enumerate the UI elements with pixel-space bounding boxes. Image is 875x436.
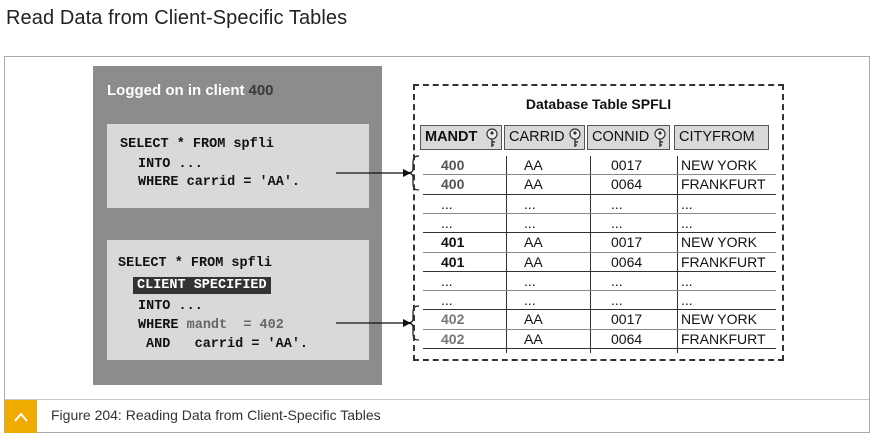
column-divider (677, 156, 678, 353)
table-cell-mandt: 402 (441, 330, 465, 347)
table-cell-cityfrom: ... (681, 292, 693, 309)
row-divider (423, 290, 776, 292)
column-divider (590, 156, 591, 353)
table-cell-connid: 0064 (611, 330, 643, 347)
table-cell-cityfrom: ... (681, 195, 693, 212)
figure-caption: Figure 204: Reading Data from Client-Spe… (51, 407, 381, 423)
table-cell-mandt: 401 (441, 253, 465, 270)
table-cell-connid: ... (611, 292, 623, 309)
table-row: ............ (415, 195, 776, 214)
table-cell-carrid: AA (524, 234, 543, 251)
table-cell-carrid: ... (524, 272, 536, 289)
table-cell-connid: 0064 (611, 176, 643, 193)
table-cell-mandt: 401 (441, 234, 465, 251)
table-cell-mandt: 400 (441, 157, 465, 173)
table-cell-cityfrom: FRANKFURT (681, 330, 766, 347)
code-line: SELECT * FROM spfli (118, 256, 272, 271)
key-icon (569, 128, 581, 147)
table-row: 402 AA 0064 FRANKFURT (415, 330, 776, 349)
table-cell-cityfrom: ... (681, 214, 693, 231)
table-cell-mandt: ... (441, 272, 453, 289)
row-divider (423, 309, 776, 311)
table-row: 401 AA 0017 NEW YORK (415, 233, 776, 252)
chevron-up-icon[interactable] (5, 400, 37, 433)
table-row: ............ (415, 272, 776, 291)
table-cell-connid: 0017 (611, 157, 643, 173)
code-line: INTO ... (138, 299, 203, 314)
table-cell-carrid: ... (524, 195, 536, 212)
table-cell-mandt: ... (441, 214, 453, 231)
row-divider (423, 174, 776, 176)
column-header-connid: CONNID (587, 125, 670, 150)
table-row: 401 AA 0064 FRANKFURT (415, 253, 776, 272)
table-cell-mandt: 400 (441, 176, 465, 193)
row-divider (423, 212, 776, 214)
panel-heading: Logged on in client 400 (107, 82, 274, 99)
table-cell-carrid: AA (524, 330, 543, 347)
database-table-title: Database Table SPFLI (525, 96, 672, 112)
figure-frame: Logged on in client 400 SELECT * FROM spf… (4, 56, 870, 433)
code-line-where: WHERE mandt = 402 (138, 318, 284, 333)
page-title: Read Data from Client-Specific Tables (6, 7, 348, 29)
table-cell-carrid: ... (524, 214, 536, 231)
code-line: AND carrid = 'AA'. (146, 337, 309, 352)
table-cell-cityfrom: NEW YORK (681, 311, 757, 328)
code-block-standard: SELECT * FROM spfli INTO ... WHERE carri… (107, 124, 369, 208)
column-header-label: CARRID (509, 129, 565, 145)
table-cell-connid: 0017 (611, 234, 643, 251)
code-block-client-specified: SELECT * FROM spfli CLIENT SPECIFIED INT… (107, 240, 369, 360)
column-header-carrid: CARRID (504, 125, 585, 150)
table-cell-mandt: 402 (441, 311, 465, 328)
table-cell-connid: ... (611, 195, 623, 212)
table-cell-cityfrom: FRANKFURT (681, 253, 766, 270)
code-line: INTO ... (138, 157, 203, 172)
table-row: ............ (415, 291, 776, 310)
row-divider (423, 348, 776, 349)
column-header-label: MANDT (425, 129, 478, 145)
table-row: 400 AA 0064 FRANKFURT (415, 175, 776, 194)
column-header-label: CONNID (592, 129, 650, 145)
table-cell-connid: ... (611, 272, 623, 289)
table-row: 402 AA 0017 NEW YORK (415, 310, 776, 329)
column-divider (506, 156, 507, 353)
table-cell-cityfrom: ... (681, 272, 693, 289)
table-cell-carrid: AA (524, 157, 543, 173)
key-icon (486, 128, 498, 147)
table-cell-mandt: ... (441, 195, 453, 212)
row-divider (423, 270, 776, 272)
column-header-label: CITYFROM (679, 129, 755, 145)
client-specified-keyword: CLIENT SPECIFIED (133, 277, 271, 294)
database-table-spfli: Database Table SPFLI MANDT CARRID (413, 84, 784, 361)
table-row: 400 AA 0017 NEW YORK (415, 156, 776, 175)
table-cell-connid: ... (611, 214, 623, 231)
table-cell-mandt: ... (441, 292, 453, 309)
table-cell-cityfrom: FRANKFURT (681, 176, 766, 193)
client-number: 400 (248, 82, 274, 99)
table-cell-cityfrom: NEW YORK (681, 234, 757, 251)
key-icon (654, 128, 666, 147)
table-row: ............ (415, 214, 776, 233)
table-cell-carrid: AA (524, 311, 543, 328)
row-divider (423, 328, 776, 330)
table-cell-carrid: AA (524, 176, 543, 193)
table-cell-carrid: ... (524, 292, 536, 309)
code-line: SELECT * FROM spfli (120, 137, 274, 152)
table-cell-connid: 0017 (611, 311, 643, 328)
table-cell-cityfrom: NEW YORK (681, 157, 757, 173)
panel-heading-label: Logged on in client (107, 82, 245, 99)
table-cell-carrid: AA (524, 253, 543, 270)
row-divider (423, 251, 776, 253)
row-divider (423, 193, 776, 195)
figure-caption-bar: Figure 204: Reading Data from Client-Spe… (5, 399, 869, 433)
table-cell-connid: 0064 (611, 253, 643, 270)
mandt-condition: mandt = 402 (186, 318, 284, 333)
logon-panel: Logged on in client 400 SELECT * FROM spf… (93, 66, 382, 385)
row-divider (423, 232, 776, 234)
column-header-mandt: MANDT (420, 125, 502, 150)
column-header-cityfrom: CITYFROM (674, 125, 769, 150)
code-line: WHERE carrid = 'AA'. (138, 175, 301, 190)
where-keyword: WHERE (138, 318, 179, 333)
